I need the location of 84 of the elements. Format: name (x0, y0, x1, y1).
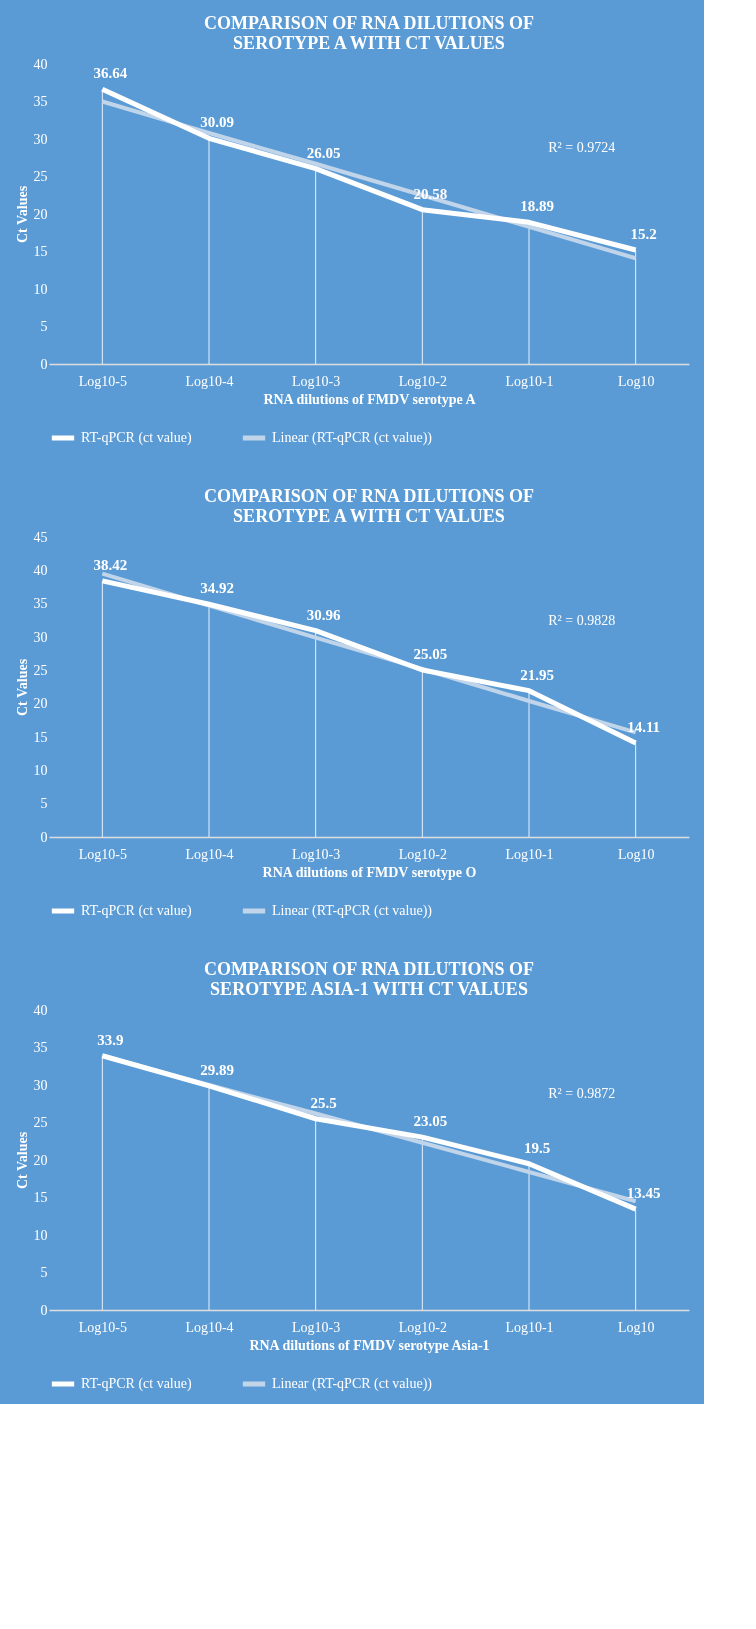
annotation: R² = 0.9724 (548, 140, 616, 155)
data-label: 38.42 (93, 556, 128, 573)
y-tick-label: 35 (33, 596, 48, 612)
x-axis-title: RNA dilutions of FMDV serotype A (263, 391, 477, 407)
x-tick-label: Log10-5 (78, 1319, 127, 1335)
y-tick-label: 25 (33, 1115, 48, 1130)
y-tick-label: 10 (33, 762, 48, 778)
x-tick-label: Log10-3 (292, 1319, 341, 1335)
data-label: 29.89 (200, 1061, 234, 1078)
legend-label: Linear (RT-qPCR (ct value)) (272, 903, 433, 919)
y-tick-label: 25 (33, 662, 48, 678)
data-label: 23.05 (413, 1113, 448, 1130)
y-tick-label: 0 (40, 1302, 48, 1318)
data-label: 21.95 (520, 666, 554, 683)
data-label: 30.96 (306, 606, 342, 623)
annotation: R² = 0.9828 (548, 613, 616, 628)
y-tick-label: 35 (33, 1040, 48, 1055)
y-tick-label: 5 (40, 319, 48, 334)
x-tick-label: Log10-1 (505, 1319, 554, 1335)
y-tick-label: 0 (40, 829, 48, 845)
y-tick-label: 40 (33, 1002, 48, 1018)
data-label: 18.89 (520, 198, 554, 215)
x-axis-title: RNA dilutions of FMDV serotype Asia-1 (249, 1337, 490, 1353)
y-tick-label: 35 (33, 94, 48, 109)
legend-label: RT-qPCR (ct value) (81, 903, 192, 919)
data-label: 14.11 (627, 718, 661, 735)
y-tick-label: 20 (33, 696, 48, 712)
y-tick-label: 20 (33, 1152, 48, 1168)
x-tick-label: Log10-2 (398, 1319, 447, 1335)
y-tick-label: 30 (33, 629, 48, 645)
x-tick-label: Log10-1 (505, 373, 554, 389)
legend-label: Linear (RT-qPCR (ct value)) (272, 1376, 433, 1392)
data-label: 36.64 (93, 65, 128, 82)
x-tick-label: Log10-5 (78, 846, 127, 862)
data-label: 13.45 (626, 1185, 661, 1202)
data-label: 25.5 (310, 1094, 337, 1111)
y-tick-label: 45 (33, 529, 48, 545)
y-tick-label: 15 (33, 1190, 48, 1205)
text: SEROTYPE A WITH CT VALUES (233, 33, 505, 53)
data-label: 30.09 (200, 114, 234, 131)
y-tick-label: 10 (33, 281, 48, 297)
y-tick-label: 30 (33, 131, 48, 147)
x-tick-label: Log10-2 (398, 373, 447, 389)
y-tick-label: 5 (40, 796, 48, 812)
y-tick-label: 0 (40, 356, 48, 372)
x-tick-label: Log10-3 (292, 373, 341, 389)
x-tick-label: Log10-3 (292, 846, 341, 862)
data-label: 33.9 (97, 1031, 124, 1048)
text: SEROTYPE A WITH CT VALUES (233, 506, 505, 526)
legend-label: Linear (RT-qPCR (ct value)) (272, 430, 433, 446)
annotation: R² = 0.9872 (548, 1086, 616, 1101)
x-tick-label: Log10-4 (185, 846, 234, 862)
y-tick-label: 25 (33, 169, 48, 184)
text: SEROTYPE ASIA-1 WITH CT VALUES (210, 979, 528, 999)
x-tick-label: Log10-4 (185, 373, 234, 389)
y-tick-label: 40 (33, 562, 48, 578)
text: COMPARISON OF RNA DILUTIONS OF (203, 959, 535, 979)
x-axis-title: RNA dilutions of FMDV serotype O (262, 864, 477, 880)
text: COMPARISON OF RNA DILUTIONS OF (203, 13, 535, 33)
y-axis-title: Ct Values (14, 185, 30, 244)
y-tick-label: 15 (33, 244, 48, 259)
y-tick-label: 30 (33, 1077, 48, 1093)
y-tick-label: 40 (33, 56, 48, 72)
data-label: 15.2 (630, 226, 657, 242)
x-tick-label: Log10-1 (505, 846, 554, 862)
y-tick-label: 20 (33, 206, 48, 222)
legend-label: RT-qPCR (ct value) (81, 1376, 192, 1392)
legend-label: RT-qPCR (ct value) (81, 430, 192, 446)
y-tick-label: 5 (40, 1265, 48, 1280)
data-label: 19.5 (523, 1139, 551, 1156)
x-tick-label: Log10-2 (398, 846, 447, 862)
data-label: 26.05 (306, 144, 341, 161)
x-tick-label: Log10-5 (78, 373, 127, 389)
y-axis-title: Ct Values (14, 658, 30, 717)
text: COMPARISON OF RNA DILUTIONS OF (203, 486, 535, 506)
data-label: 25.05 (413, 646, 448, 662)
data-label: 34.92 (200, 580, 234, 597)
x-tick-label: Log10 (617, 846, 655, 862)
x-tick-label: Log10 (617, 1319, 655, 1335)
x-tick-label: Log10-4 (185, 1319, 234, 1335)
x-tick-label: Log10 (617, 373, 655, 389)
y-axis-title: Ct Values (14, 1131, 30, 1190)
y-tick-label: 15 (33, 729, 48, 745)
y-tick-label: 10 (33, 1227, 48, 1243)
